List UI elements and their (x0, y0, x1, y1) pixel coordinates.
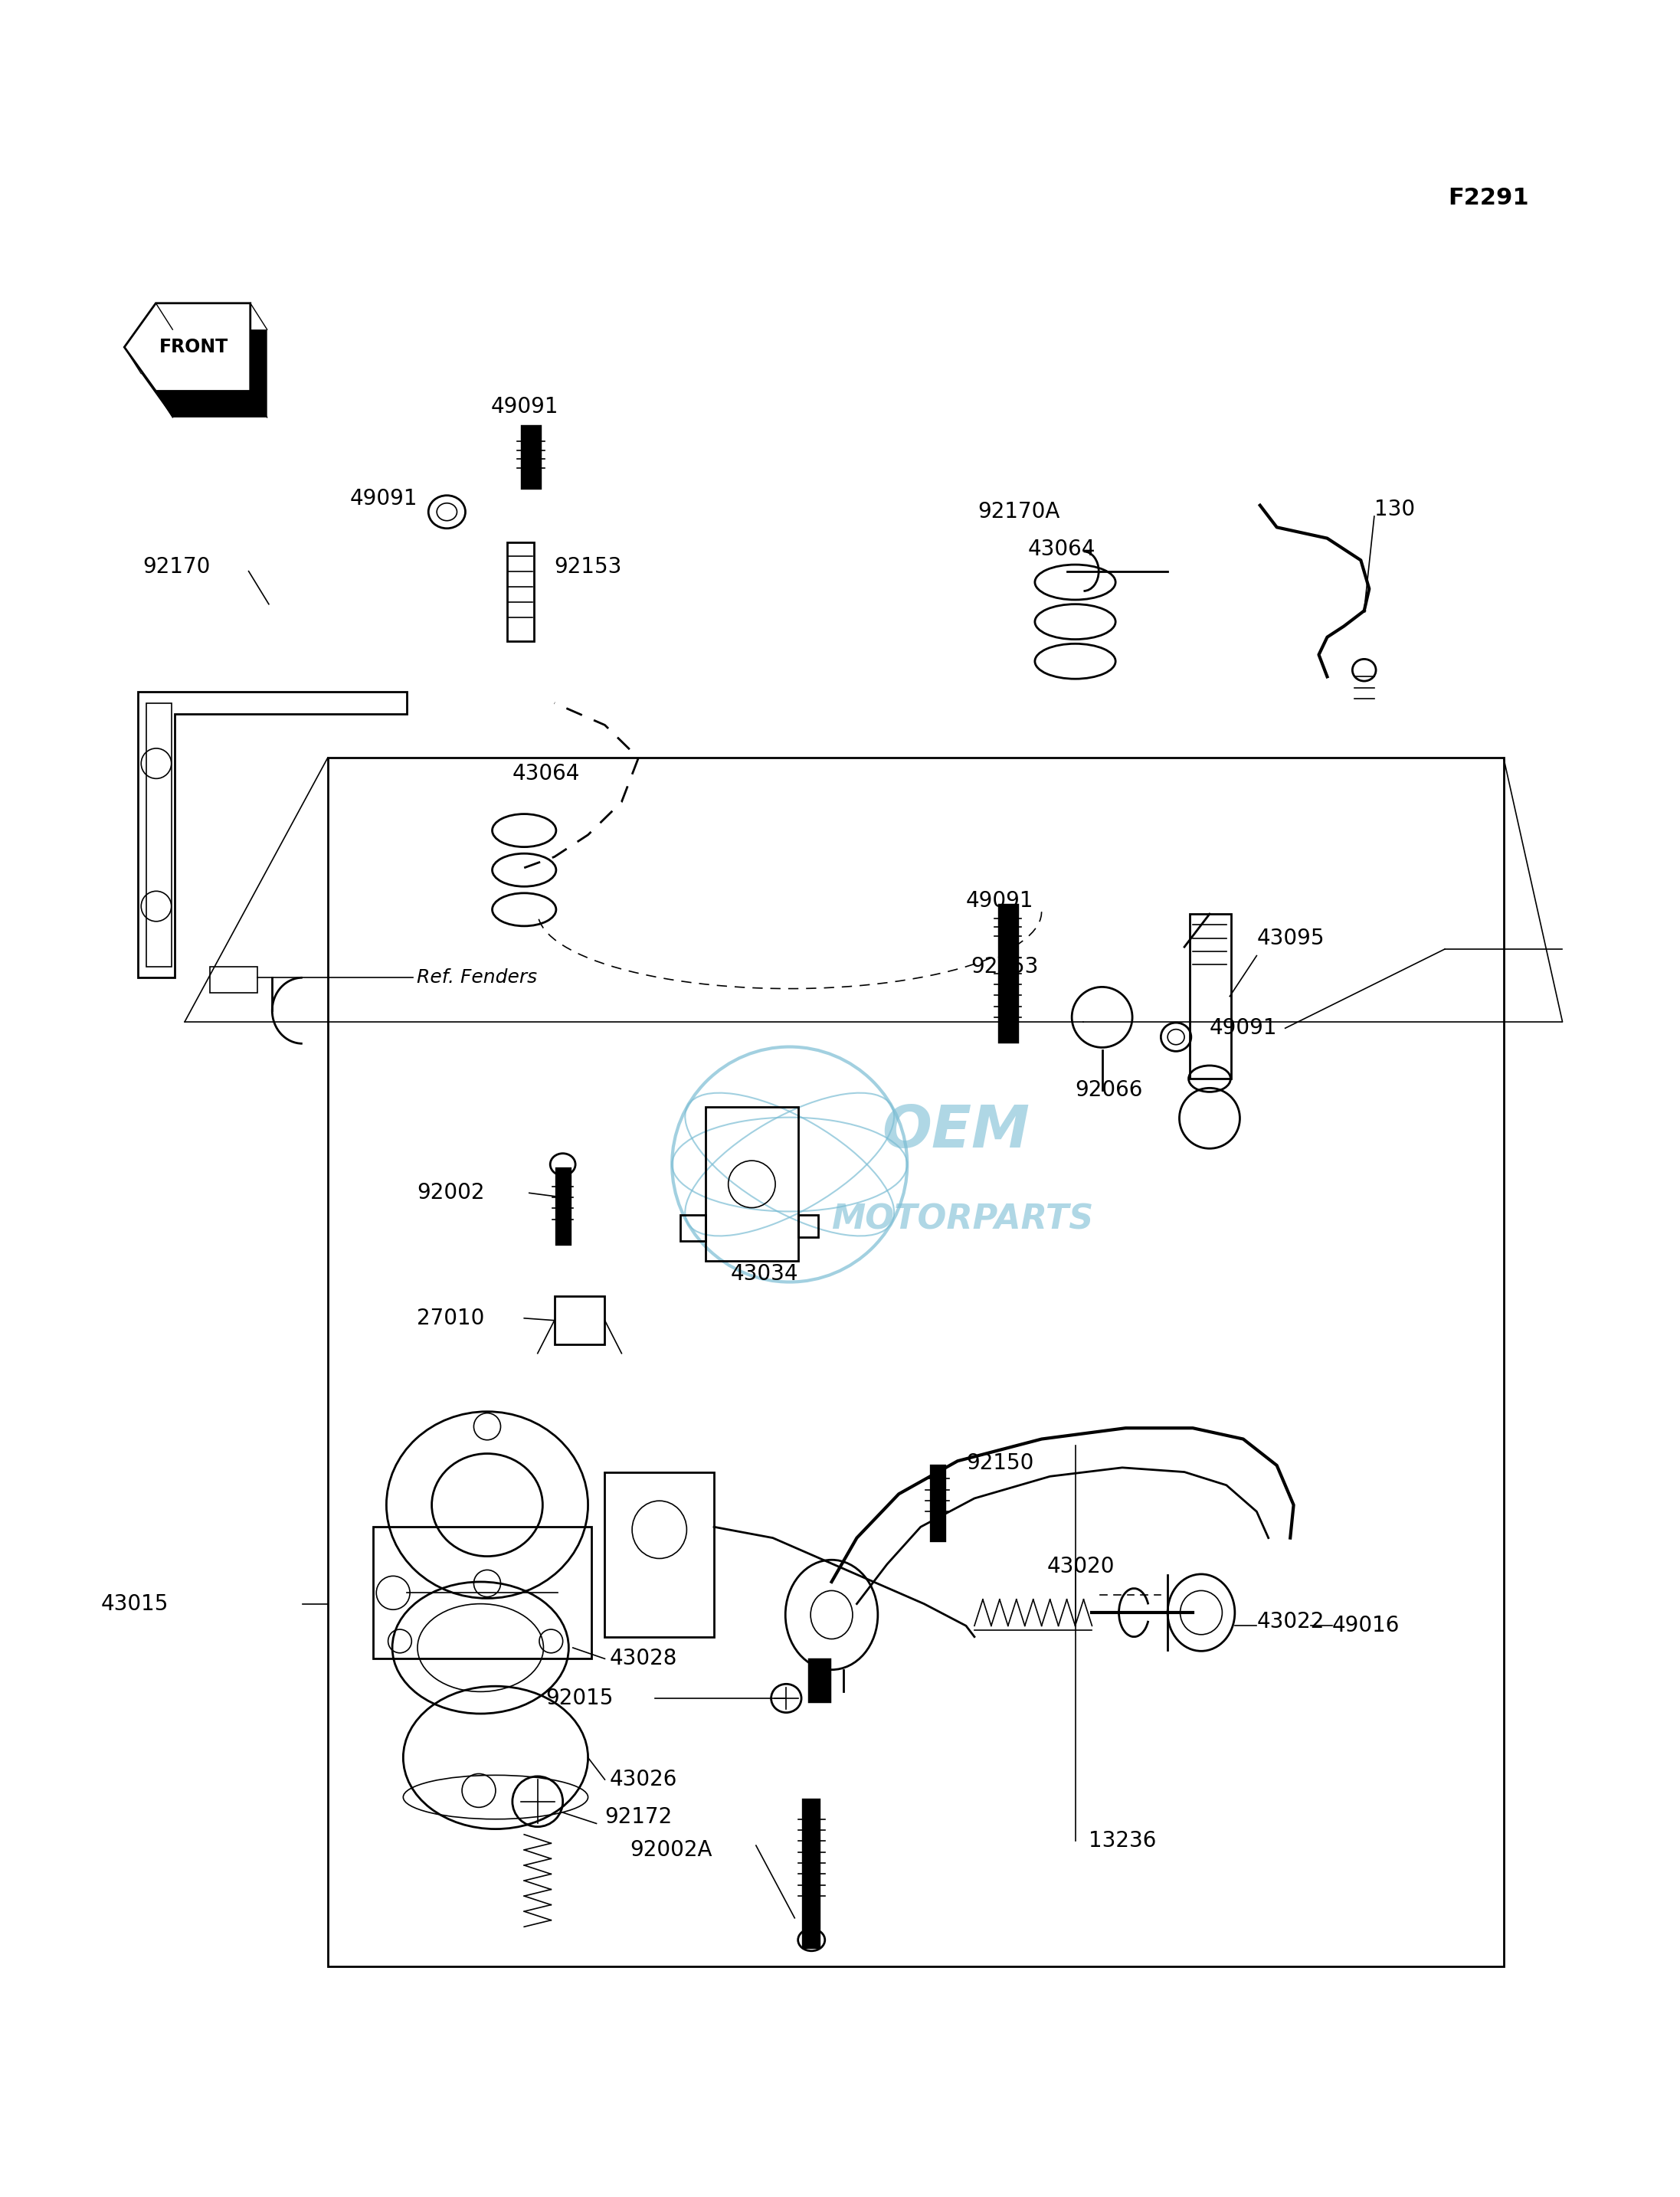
Text: MOTORPARTS: MOTORPARTS (832, 1204, 1094, 1235)
Text: 43028: 43028 (610, 1648, 677, 1670)
Polygon shape (124, 303, 250, 391)
Text: 43026: 43026 (610, 1769, 677, 1791)
Bar (1189, 914, 1231, 1079)
Bar (507, 543, 534, 642)
Text: 43022: 43022 (1257, 1610, 1324, 1632)
Text: 43095: 43095 (1257, 927, 1324, 949)
Text: 27010: 27010 (417, 1307, 484, 1329)
Text: 13236: 13236 (1089, 1830, 1156, 1852)
Text: F2291: F2291 (1448, 187, 1529, 209)
Text: OEM: OEM (882, 1103, 1030, 1160)
Bar (373, 1527, 591, 1659)
Text: 92170A: 92170A (978, 501, 1060, 523)
Text: 130: 130 (1374, 499, 1415, 521)
Polygon shape (141, 330, 267, 417)
Text: FRONT: FRONT (160, 338, 228, 356)
Text: 43034: 43034 (731, 1263, 798, 1285)
Text: Ref. Fenders: Ref. Fenders (417, 969, 538, 986)
Bar (328, 758, 1504, 1966)
Text: 43064: 43064 (1028, 538, 1095, 560)
Text: 49091: 49091 (349, 488, 417, 510)
Bar (680, 1215, 706, 1241)
Text: 92150: 92150 (966, 1452, 1033, 1474)
Text: 92002A: 92002A (630, 1839, 712, 1861)
Text: 49016: 49016 (1332, 1615, 1399, 1637)
Bar (798, 1215, 818, 1237)
Bar (706, 1107, 798, 1261)
Text: 92170: 92170 (143, 556, 210, 578)
Text: 49091: 49091 (966, 890, 1033, 912)
Text: 92015: 92015 (546, 1687, 613, 1709)
Bar (605, 1472, 714, 1637)
Text: 49091: 49091 (1210, 1017, 1277, 1039)
Bar (210, 967, 257, 993)
Text: 43020: 43020 (1047, 1555, 1114, 1577)
Text: 49091: 49091 (491, 395, 558, 417)
Text: 92153: 92153 (554, 556, 622, 578)
Text: 92066: 92066 (1075, 1079, 1142, 1101)
Bar (146, 703, 171, 967)
Text: 92153: 92153 (971, 956, 1038, 978)
Text: 92172: 92172 (605, 1806, 672, 1828)
Text: 43064: 43064 (512, 762, 580, 784)
Text: 43015: 43015 (101, 1593, 168, 1615)
Bar (554, 1296, 605, 1345)
Text: 92002: 92002 (417, 1182, 484, 1204)
